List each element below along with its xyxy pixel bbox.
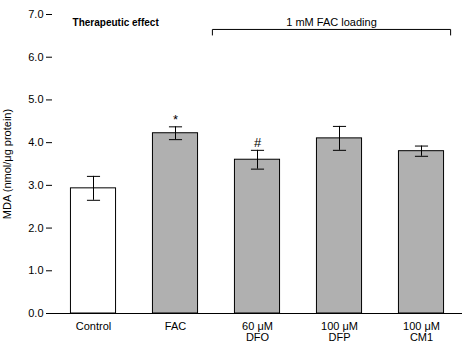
svg-text:1 mM FAC loading: 1 mM FAC loading	[286, 16, 376, 28]
svg-text:100 μMDFP: 100 μMDFP	[321, 320, 358, 343]
svg-text:5.0: 5.0	[28, 93, 43, 105]
svg-text:7.0: 7.0	[28, 8, 43, 20]
svg-text:0.0: 0.0	[28, 307, 43, 319]
svg-text:MDA (nmol/μg protein): MDA (nmol/μg protein)	[1, 109, 13, 219]
svg-text:2.0: 2.0	[28, 222, 43, 234]
svg-text:1.0: 1.0	[28, 264, 43, 276]
svg-text:100 μMCM1: 100 μMCM1	[403, 320, 440, 343]
svg-text:*: *	[173, 112, 178, 127]
svg-text:FAC: FAC	[165, 320, 186, 332]
svg-text:6.0: 6.0	[28, 51, 43, 63]
svg-text:Therapeutic effect: Therapeutic effect	[73, 17, 160, 28]
svg-text:3.0: 3.0	[28, 179, 43, 191]
svg-text:4.0: 4.0	[28, 136, 43, 148]
svg-text:60 μMDFO: 60 μMDFO	[242, 320, 273, 343]
svg-text:Control: Control	[76, 320, 111, 332]
svg-text:#: #	[254, 135, 262, 150]
